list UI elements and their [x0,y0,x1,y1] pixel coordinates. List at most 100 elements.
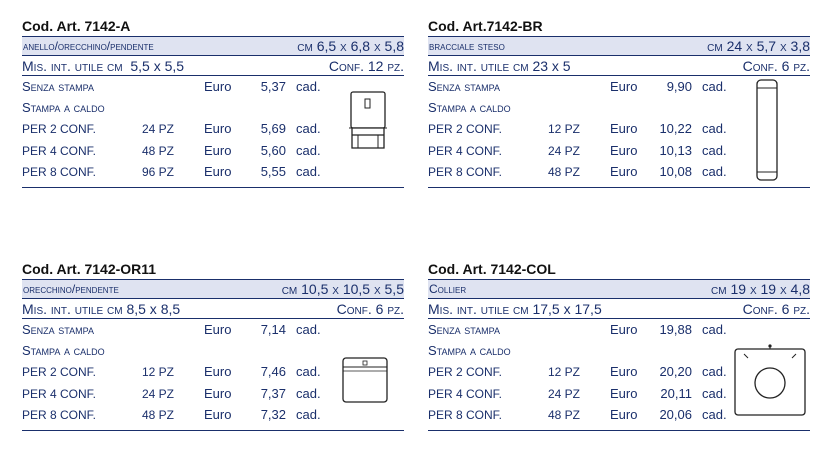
price: 10,08 [659,164,692,179]
product-code: Cod. Art. 7142-OR11 [22,261,157,277]
row-label: Senza stampa [428,322,500,337]
row-label: PER 8 CONF. [428,408,503,422]
price-row-senza-stampa: Senza stampa Euro 5,37 cad. [22,77,322,97]
price-row: PER 8 CONF. 48 PZ Euro 20,06 cad. [428,405,728,425]
row-quantity: 96 PZ [142,165,175,179]
currency: Euro [204,364,232,379]
row-label: PER 2 CONF. [428,365,503,379]
row-quantity: 48 PZ [548,165,581,179]
price-row-stampa-a-caldo: Stampa a caldo [428,341,728,361]
row-label: PER 8 CONF. [22,165,97,179]
price-row-senza-stampa: Senza stampa Euro 7,14 cad. [22,320,322,340]
description-band: bracciale steso cm 24 x 5,7 x 3,8 [428,36,810,56]
row-quantity: 48 PZ [142,408,175,422]
row-label: PER 2 CONF. [22,122,97,136]
unit: cad. [296,407,321,422]
unit: cad. [702,164,727,179]
row-label: Stampa a caldo [428,100,511,115]
pack-quantity: Conf. 6 pz. [742,57,810,74]
currency: Euro [204,79,232,94]
pack-quantity: Conf. 12 pz. [328,57,404,74]
row-label: PER 4 CONF. [22,144,97,158]
row-quantity: 12 PZ [548,365,581,379]
currency: Euro [610,364,638,379]
price: 10,13 [659,143,692,158]
unit: cad. [296,164,321,179]
pack-quantity: Conf. 6 pz. [742,300,810,317]
row-quantity: 24 PZ [142,387,175,401]
inner-size-label: Mis. int. utile cm [22,57,123,74]
price-row: PER 4 CONF. 48 PZ Euro 5,60 cad. [22,141,322,161]
currency: Euro [204,386,232,401]
product-card-7142-or11: Cod. Art. 7142-OR11 orecchino/pendente c… [22,259,404,431]
row-quantity: 24 PZ [548,387,581,401]
unit: cad. [702,407,727,422]
row-label: PER 4 CONF. [428,144,503,158]
row-label: Senza stampa [22,322,94,337]
product-description: Collier [429,282,467,296]
price-row: PER 2 CONF. 12 PZ Euro 20,20 cad. [428,362,728,382]
currency: Euro [610,143,638,158]
price-row-senza-stampa: Senza stampa Euro 9,90 cad. [428,77,728,97]
currency: Euro [204,143,232,158]
price: 20,06 [659,407,692,422]
product-dimensions: cm 10,5 x 10,5 x 5,5 [281,281,404,297]
unit: cad. [296,121,321,136]
row-label: PER 4 CONF. [428,387,503,401]
price: 9,90 [666,79,692,94]
price-row-senza-stampa: Senza stampa Euro 19,88 cad. [428,320,728,340]
product-description: anello/orecchino/pendente [23,39,154,53]
currency: Euro [610,79,638,94]
currency: Euro [204,164,232,179]
price: 5,55 [260,164,286,179]
unit: cad. [702,143,727,158]
price-row: PER 8 CONF. 48 PZ Euro 7,32 cad. [22,405,322,425]
price: 5,69 [260,121,286,136]
bracelet-box-icon [756,79,778,181]
collier-board-icon [734,344,806,416]
pack-quantity: Conf. 6 pz. [336,300,404,317]
inner-size-row: Mis. int. utile cm 23 x 5 Conf. 6 pz. [428,56,810,76]
box-upright-icon [349,91,387,149]
inner-size-value: 23 x 5 [532,57,571,74]
price-table: Senza stampa Euro 7,14 cad. Stampa a cal… [22,319,404,431]
row-label: Senza stampa [428,79,500,94]
inner-size-row: Mis. int. utile cm 17,5 x 17,5 Conf. 6 p… [428,299,810,319]
product-dimensions: cm 24 x 5,7 x 3,8 [707,38,810,54]
unit: cad. [702,79,727,94]
product-code: Cod. Art.7142-BR [428,18,543,34]
inner-size-label: Mis. int. utile cm [428,300,529,317]
product-card-7142-br: Cod. Art.7142-BR bracciale steso cm 24 x… [428,16,810,188]
row-label: Stampa a caldo [22,343,105,358]
unit: cad. [296,386,321,401]
price-row: PER 4 CONF. 24 PZ Euro 10,13 cad. [428,141,728,161]
price-row: PER 4 CONF. 24 PZ Euro 7,37 cad. [22,384,322,404]
row-label: Stampa a caldo [428,343,511,358]
price-row: PER 8 CONF. 96 PZ Euro 5,55 cad. [22,162,322,182]
price-row-stampa-a-caldo: Stampa a caldo [22,98,322,118]
description-band: anello/orecchino/pendente cm 6,5 x 6,8 x… [22,36,404,56]
row-quantity: 24 PZ [548,144,581,158]
price: 19,88 [659,322,692,337]
price-row: PER 8 CONF. 48 PZ Euro 10,08 cad. [428,162,728,182]
price-row: PER 2 CONF. 12 PZ Euro 10,22 cad. [428,119,728,139]
row-quantity: 48 PZ [142,144,175,158]
product-dimensions: cm 6,5 x 6,8 x 5,8 [297,38,404,54]
price-table: Senza stampa Euro 5,37 cad. Stampa a cal… [22,76,404,188]
price: 5,60 [260,143,286,158]
currency: Euro [610,407,638,422]
currency: Euro [204,407,232,422]
product-code: Cod. Art. 7142-COL [428,261,556,277]
row-label: Senza stampa [22,79,94,94]
row-label: Stampa a caldo [22,100,105,115]
price: 7,14 [260,322,286,337]
price-row: PER 2 CONF. 12 PZ Euro 7,46 cad. [22,362,322,382]
inner-size-label: Mis. int. utile cm [22,300,123,317]
description-band: Collier cm 19 x 19 x 4,8 [428,279,810,299]
box-open-icon [342,357,388,403]
price: 20,11 [660,386,692,401]
product-card-7142-col: Cod. Art. 7142-COL Collier cm 19 x 19 x … [428,259,810,431]
row-label: PER 4 CONF. [22,387,97,401]
inner-size-value: 5,5 x 5,5 [130,57,185,74]
unit: cad. [702,364,727,379]
